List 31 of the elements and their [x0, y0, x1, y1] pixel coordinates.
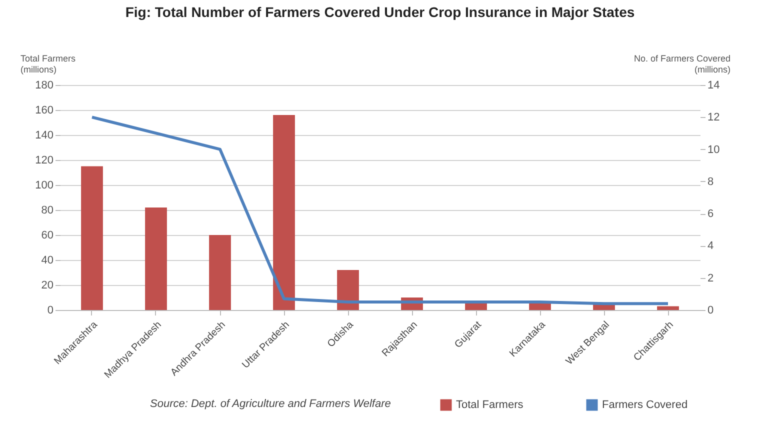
y-tick-label: 180 — [35, 80, 54, 92]
source-note: Source: Dept. of Agriculture and Farmers Welfare — [150, 398, 391, 410]
y-tick-label: 120 — [35, 154, 54, 166]
bar — [145, 208, 167, 310]
y2-tick-label: 0 — [708, 304, 714, 316]
bar — [273, 115, 295, 310]
y2-tick-label: 12 — [708, 112, 720, 124]
legend-label: Farmers Covered — [602, 399, 688, 411]
y2-tick-label: 14 — [708, 80, 720, 92]
bar — [81, 166, 103, 310]
chart-title: Fig: Total Number of Farmers Covered Under Crop Insurance in Major States — [125, 4, 635, 20]
bar — [337, 270, 359, 310]
y2-tick-label: 4 — [708, 240, 714, 252]
y-axis-title: Total Farmers (millions) — [20, 54, 76, 74]
y2-tick-label: 8 — [708, 176, 714, 188]
y-tick-label: 20 — [41, 280, 54, 292]
y2-axis-title: No. of Farmers Covered (millions) — [634, 54, 731, 74]
y2-tick-label: 2 — [708, 272, 714, 284]
bar — [657, 306, 679, 310]
y-tick-label: 140 — [35, 130, 54, 142]
y-tick-label: 60 — [41, 230, 54, 242]
y-tick-label: 160 — [35, 104, 54, 116]
line-series — [90, 116, 670, 306]
bar — [209, 235, 231, 310]
y-tick-label: 100 — [35, 180, 54, 192]
y2-tick-label: 6 — [708, 208, 714, 220]
y2-tick-label: 10 — [708, 144, 720, 156]
legend-label: Total Farmers — [456, 399, 524, 411]
y-tick-label: 40 — [41, 254, 54, 266]
y-tick-label: 80 — [41, 204, 54, 216]
y-tick-label: 0 — [47, 304, 54, 316]
